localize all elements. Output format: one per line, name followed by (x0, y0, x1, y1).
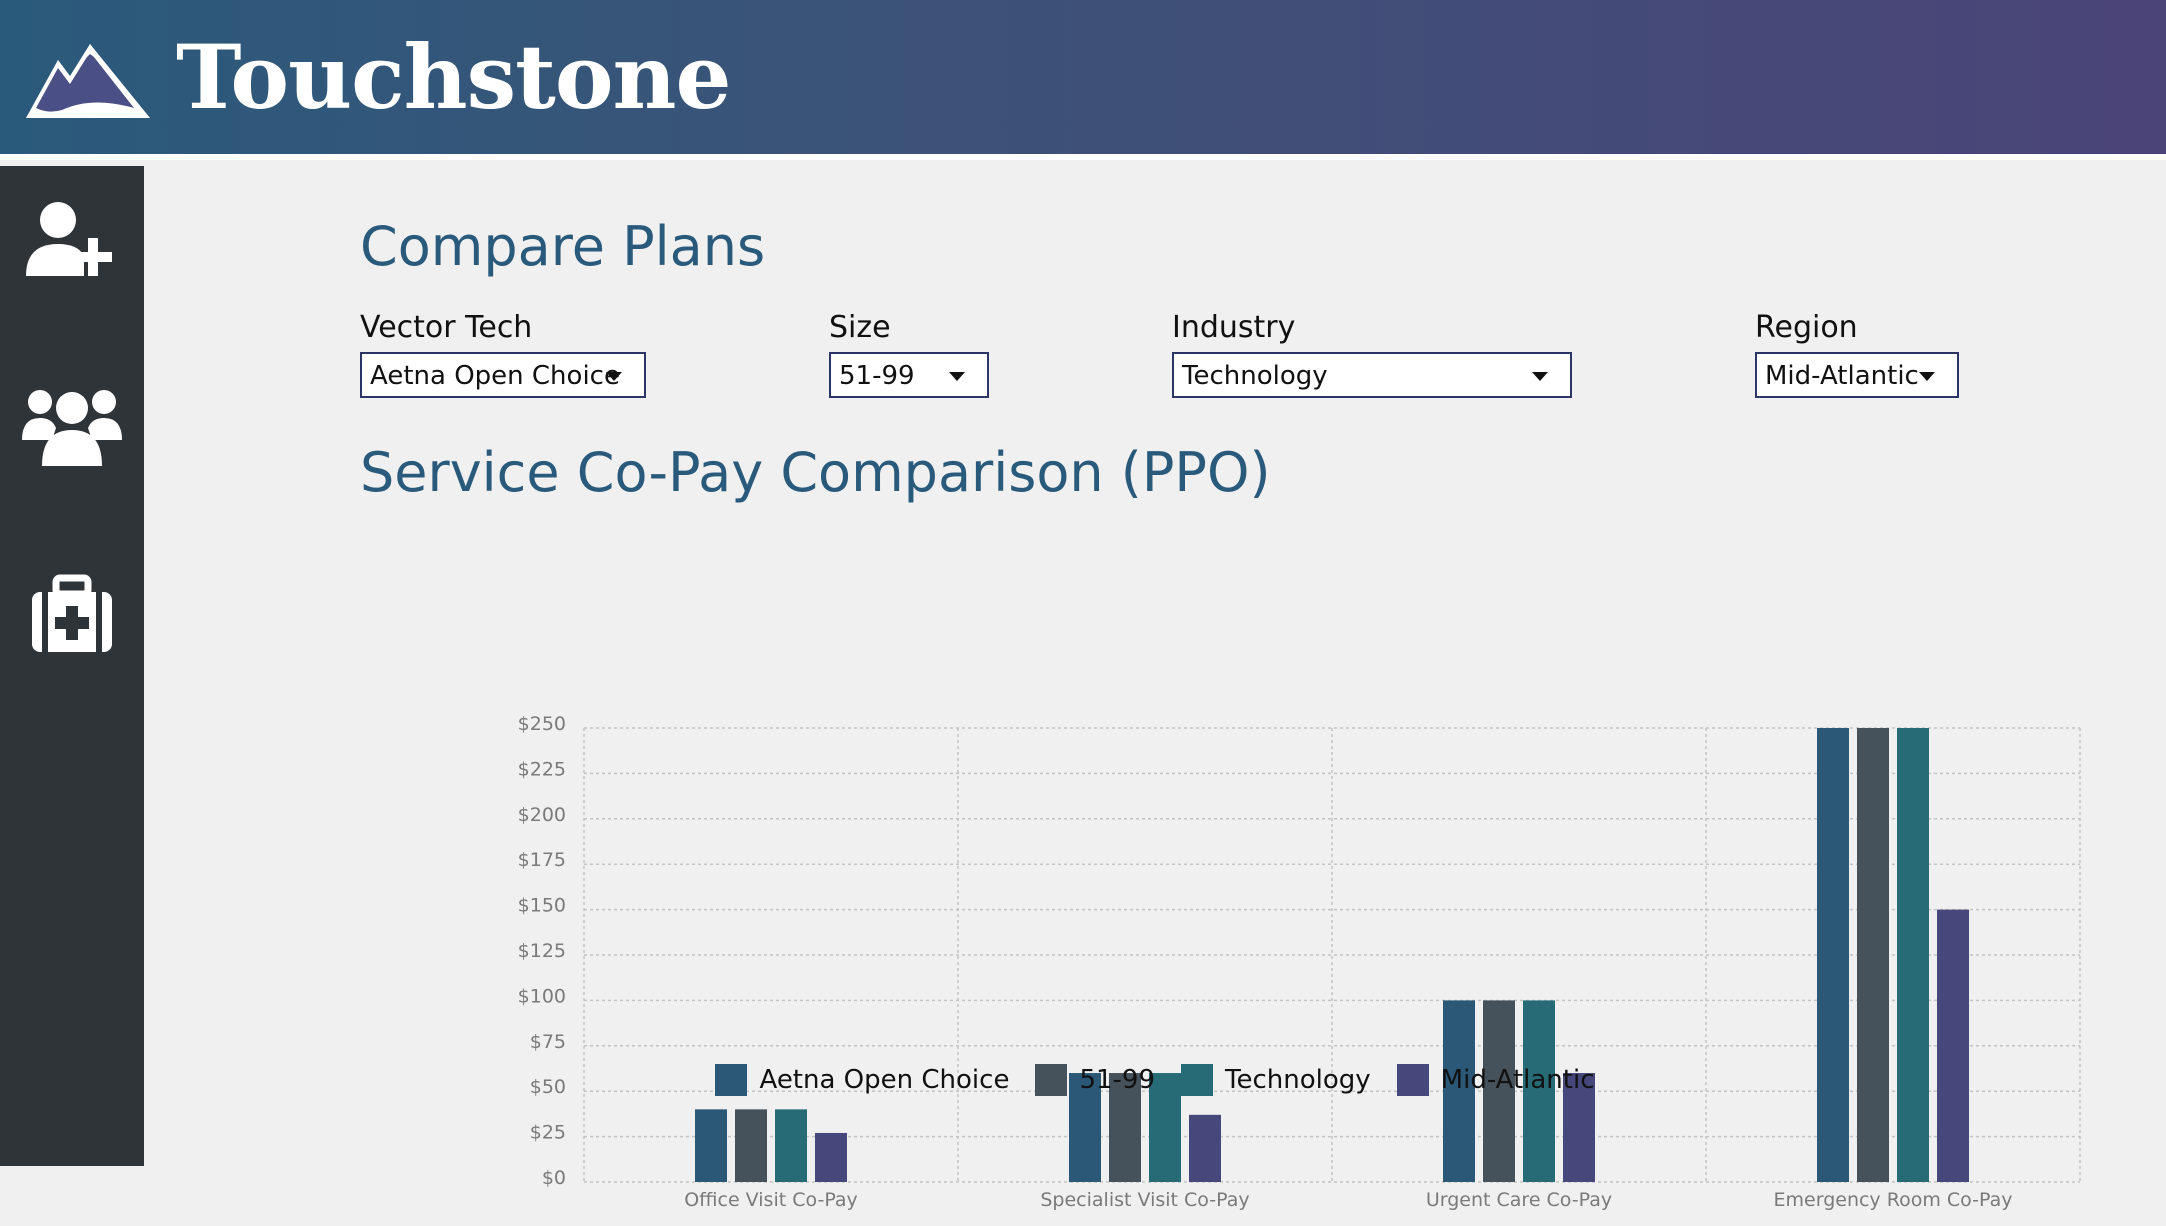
bar[interactable] (1857, 728, 1889, 1182)
users-icon (22, 390, 122, 466)
x-tick-label: Specialist Visit Co-Pay (1040, 1189, 1249, 1211)
sidebar-item-add-user[interactable] (0, 186, 144, 306)
bar[interactable] (1149, 1073, 1181, 1182)
y-tick-label: $225 (518, 758, 566, 780)
size-select-value: 51-99 (839, 361, 915, 391)
y-tick-label: $75 (530, 1031, 566, 1053)
bar[interactable] (775, 1109, 807, 1182)
bar[interactable] (735, 1109, 767, 1182)
chevron-down-icon (1919, 372, 1935, 381)
bar[interactable] (1937, 909, 1969, 1182)
industry-select[interactable]: Technology (1172, 352, 1572, 398)
y-tick-label: $100 (518, 985, 566, 1007)
bar[interactable] (1483, 1000, 1515, 1182)
bar[interactable] (1563, 1073, 1595, 1182)
x-tick-label: Office Visit Co-Pay (684, 1189, 858, 1211)
region-select-value: Mid-Atlantic (1765, 361, 1919, 391)
y-tick-label: $150 (518, 895, 566, 917)
filter-plan: Vector Tech Aetna Open Choice (360, 308, 646, 398)
chart-legend: Aetna Open Choice 51-99 Technology Mid-Atla… (144, 1064, 2166, 1096)
legend-item[interactable]: 51-99 (1035, 1064, 1155, 1096)
sidebar-item-users[interactable] (0, 366, 144, 486)
filter-plan-label: Vector Tech (360, 310, 533, 345)
filter-size: Size 51-99 (829, 308, 989, 398)
bar[interactable] (1443, 1000, 1475, 1182)
chevron-down-icon (606, 372, 622, 381)
filter-region-label: Region (1755, 310, 1858, 345)
industry-select-value: Technology (1182, 361, 1328, 391)
bar[interactable] (815, 1132, 847, 1182)
size-select[interactable]: 51-99 (829, 352, 989, 398)
legend-swatch (1396, 1064, 1429, 1096)
copay-bar-chart: $0 $25 $50 $75 $100 $125 $150 $175 $200 $225 $250 O… (518, 713, 2081, 1211)
page-title: Compare Plans (360, 215, 766, 278)
y-tick-label: $250 (518, 713, 566, 735)
add-user-icon (26, 202, 112, 276)
chevron-down-icon (949, 372, 965, 381)
y-tick-label: $200 (518, 804, 566, 826)
legend-item[interactable]: Aetna Open Choice (715, 1064, 1009, 1096)
legend-swatch (1181, 1064, 1214, 1096)
y-tick-label: $50 (530, 1076, 566, 1098)
plan-select[interactable]: Aetna Open Choice (360, 352, 646, 398)
filter-region: Region Mid-Atlantic (1755, 308, 1959, 398)
sidebar-item-medical[interactable] (0, 560, 144, 680)
legend-label: Mid-Atlantic (1440, 1065, 1595, 1095)
sidebar (0, 166, 144, 1166)
bar[interactable] (1897, 728, 1929, 1182)
legend-label: Technology (1225, 1065, 1371, 1095)
chart-title: Service Co-Pay Comparison (PPO) (360, 441, 1271, 504)
filter-size-label: Size (829, 310, 891, 345)
main-content: Compare Plans Vector Tech Aetna Open Cho… (144, 166, 2166, 1211)
chevron-down-icon (1532, 372, 1548, 381)
legend-label: 51-99 (1079, 1065, 1156, 1095)
plan-select-value: Aetna Open Choice (370, 361, 620, 391)
legend-swatch (715, 1064, 748, 1096)
medical-kit-icon (32, 574, 112, 652)
mountain-icon (22, 38, 152, 126)
brand-name[interactable]: Touchstone (176, 25, 731, 129)
bar[interactable] (1109, 1073, 1141, 1182)
legend-item[interactable]: Mid-Atlantic (1396, 1064, 1595, 1096)
legend-swatch (1035, 1064, 1068, 1096)
filter-industry-label: Industry (1172, 310, 1296, 345)
y-tick-label: $175 (518, 849, 566, 871)
bar[interactable] (1069, 1073, 1101, 1182)
legend-item[interactable]: Technology (1181, 1064, 1371, 1096)
bar[interactable] (1189, 1114, 1221, 1182)
region-select[interactable]: Mid-Atlantic (1755, 352, 1959, 398)
bar[interactable] (1817, 728, 1849, 1182)
y-tick-label: $25 (530, 1122, 566, 1144)
y-tick-label: $125 (518, 940, 566, 962)
filter-industry: Industry Technology (1172, 308, 1572, 398)
bar[interactable] (695, 1109, 727, 1182)
x-tick-label: Emergency Room Co-Pay (1774, 1189, 2013, 1211)
app-header: Touchstone (0, 0, 2166, 160)
y-tick-label: $0 (542, 1167, 566, 1189)
bar[interactable] (1523, 1000, 1555, 1182)
legend-label: Aetna Open Choice (759, 1065, 1010, 1095)
x-tick-label: Urgent Care Co-Pay (1426, 1189, 1612, 1211)
